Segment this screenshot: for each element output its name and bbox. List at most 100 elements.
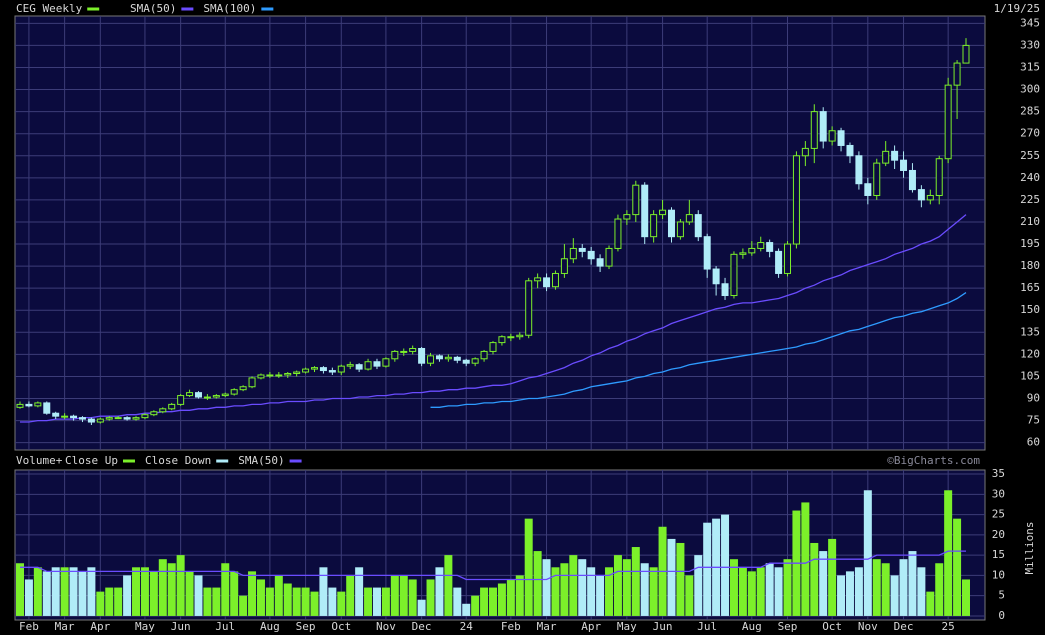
- volume-bar: [283, 583, 292, 616]
- candle-body: [319, 367, 327, 372]
- volume-bar: [622, 559, 631, 616]
- volume-bar: [105, 587, 114, 616]
- volume-bar: [685, 575, 694, 616]
- volume-bar: [444, 555, 453, 616]
- candle-body: [543, 277, 551, 288]
- candle-body: [471, 358, 479, 364]
- x-tick-label: Mar: [55, 620, 75, 633]
- candle-body: [61, 415, 69, 418]
- volume-bar: [194, 575, 203, 616]
- candle-body: [141, 414, 149, 419]
- candle-body: [953, 62, 961, 86]
- volume-bar: [221, 563, 230, 616]
- volume-bar: [721, 514, 730, 616]
- y-tick-label: 315: [1020, 60, 1040, 73]
- volume-bar: [774, 567, 783, 616]
- candle-body: [435, 355, 443, 360]
- candle-body: [712, 268, 720, 285]
- candle-body: [418, 347, 426, 364]
- y-tick-label: 90: [1027, 392, 1040, 405]
- volume-bar: [140, 567, 149, 616]
- volume-bar: [926, 591, 935, 616]
- volume-bar: [435, 567, 444, 616]
- volume-bar: [935, 563, 944, 616]
- candle-body: [275, 374, 283, 377]
- x-tick-label: 24: [460, 620, 474, 633]
- y-tick-label: 240: [1020, 171, 1040, 184]
- candle-body: [221, 393, 229, 397]
- volume-bar: [810, 542, 819, 616]
- x-tick-label: Apr: [581, 620, 601, 633]
- volume-bar: [123, 575, 132, 616]
- candle-body: [150, 411, 158, 416]
- candle-body: [177, 395, 185, 405]
- candle-body: [801, 147, 809, 157]
- candle-body: [676, 221, 684, 238]
- volume-bar: [301, 587, 310, 616]
- candle-body: [498, 336, 506, 344]
- candle-body: [186, 392, 194, 397]
- candle-body: [257, 374, 265, 379]
- volume-bar: [872, 559, 881, 616]
- candle-body: [87, 418, 95, 423]
- volume-bar: [890, 575, 899, 616]
- volume-bar: [212, 587, 221, 616]
- y-tick-label: 120: [1020, 347, 1040, 360]
- volume-bar: [114, 587, 123, 616]
- volume-bar: [578, 559, 587, 616]
- volume-bar: [569, 555, 578, 616]
- x-tick-label: Jun: [171, 620, 191, 633]
- y-tick-label: 15: [992, 548, 1005, 561]
- volume-bar: [346, 575, 355, 616]
- candle-body: [400, 350, 408, 353]
- volume-bar: [801, 502, 810, 616]
- volume-bar: [292, 587, 301, 616]
- candle-body: [614, 218, 622, 249]
- candle-body: [230, 389, 238, 395]
- volume-bar: [256, 579, 265, 616]
- candle-body: [587, 250, 595, 260]
- candle-body: [775, 250, 783, 274]
- volume-bar: [390, 575, 399, 616]
- volume-bar: [631, 547, 640, 616]
- volume-bar: [33, 567, 42, 616]
- candle-body: [766, 242, 774, 252]
- y-tick-label: 255: [1020, 149, 1040, 162]
- sma-line: [20, 214, 967, 423]
- candle-body: [25, 403, 33, 407]
- volume-bar: [962, 579, 970, 616]
- volume-bar: [69, 567, 78, 616]
- volume-bar: [185, 571, 194, 616]
- candle-body: [364, 361, 372, 370]
- candle-body: [569, 247, 577, 260]
- candle-body: [864, 183, 872, 196]
- volume-bar: [845, 571, 854, 616]
- candle-body: [962, 44, 970, 64]
- candle-body: [248, 377, 256, 388]
- y-tick-label: 300: [1020, 83, 1040, 96]
- y-tick-label: 270: [1020, 127, 1040, 140]
- candle-body: [730, 253, 738, 297]
- volume-bar: [132, 567, 141, 616]
- volume-bar: [60, 567, 69, 616]
- x-tick-label: Mar: [537, 620, 557, 633]
- volume-bar: [676, 542, 685, 616]
- chart-layer: [15, 16, 985, 620]
- x-tick-label: Jun: [653, 620, 673, 633]
- candle-body: [382, 358, 390, 367]
- volume-bar: [863, 490, 872, 616]
- y-tick-label: 285: [1020, 105, 1040, 118]
- volume-bar: [42, 571, 51, 616]
- y-tick-label: 25: [992, 508, 1005, 521]
- candle-body: [355, 364, 363, 370]
- candle-body: [293, 371, 301, 374]
- candle-body: [489, 342, 497, 352]
- candle-body: [373, 361, 381, 367]
- candle-body: [266, 374, 274, 377]
- y-tick-label: 35: [992, 467, 1005, 480]
- volume-bar: [828, 538, 837, 616]
- volume-bar: [274, 575, 283, 616]
- candle-body: [659, 209, 667, 216]
- candle-body: [444, 356, 452, 360]
- volume-bar: [605, 567, 614, 616]
